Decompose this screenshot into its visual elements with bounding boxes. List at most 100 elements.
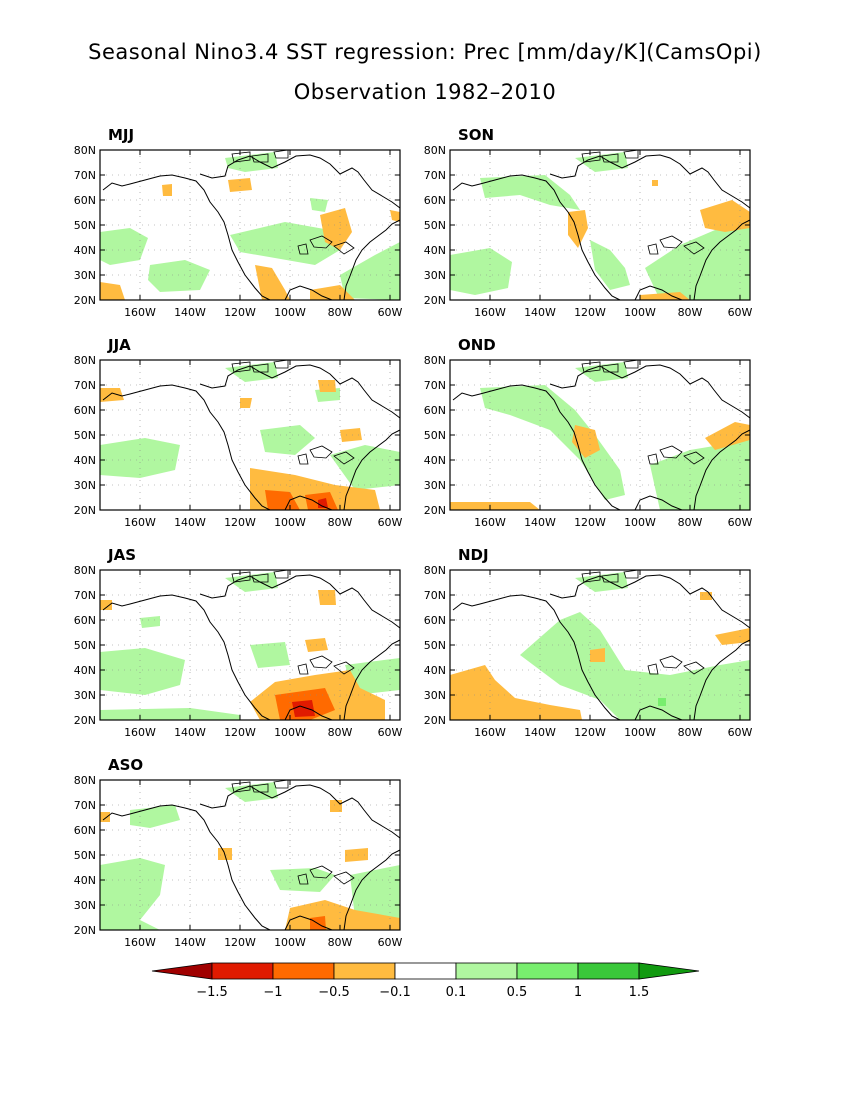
lon-tick-label: 120W	[574, 726, 606, 739]
lat-tick-label: 60N	[424, 614, 446, 627]
lat-tick-label: 60N	[424, 404, 446, 417]
lat-tick-label: 60N	[74, 404, 96, 417]
lon-tick-label: 60W	[728, 516, 753, 529]
lon-tick-label: 120W	[224, 516, 256, 529]
lon-tick-label: 120W	[574, 516, 606, 529]
coastline	[102, 364, 401, 511]
lat-tick-label: 70N	[424, 169, 446, 182]
panel-ndj: NDJ 80N 70N 60N 50N 40N 30N 20N 160W 140W 120W 100…	[410, 546, 770, 748]
lat-tick-label: 70N	[74, 379, 96, 392]
lon-tick-label: 100W	[624, 306, 656, 319]
coastline	[452, 364, 751, 511]
lat-tick-label: 80N	[74, 354, 96, 367]
map-ndj: 80N 70N 60N 50N 40N 30N 20N 160W 140W 120W 100W 80W…	[424, 564, 753, 739]
coastline	[102, 574, 401, 721]
lon-tick-label: 160W	[124, 726, 156, 739]
lat-tick-label: 40N	[74, 664, 96, 677]
lat-tick-label: 80N	[74, 774, 96, 787]
arctic-islands	[231, 149, 289, 163]
panel-ond: OND 80N 70N 60N 50N 40N 30N 20N 160W 140W 120W 100…	[410, 336, 770, 538]
panel-aso: ASO 80N 70N 60N 50N 40N 30N 20N 160W 140W 120W 100…	[60, 756, 420, 958]
lat-tick-label: 70N	[74, 169, 96, 182]
lon-tick-label: 80W	[328, 516, 353, 529]
lon-tick-label: 140W	[174, 516, 206, 529]
lat-tick-label: 30N	[74, 689, 96, 702]
lat-tick-label: 20N	[424, 504, 446, 517]
lakes	[647, 655, 705, 675]
lat-tick-label: 30N	[74, 269, 96, 282]
lat-tick-label: 80N	[424, 354, 446, 367]
colorbar-box	[516, 962, 579, 980]
lon-tick-label: 60W	[378, 726, 403, 739]
lat-tick-label: 50N	[424, 219, 446, 232]
lat-tick-label: 50N	[424, 639, 446, 652]
lon-tick-label: 80W	[328, 936, 353, 949]
map-ond: 80N 70N 60N 50N 40N 30N 20N 160W 140W 120W 100W 80W…	[424, 354, 753, 529]
lon-tick-label: 60W	[378, 936, 403, 949]
arctic-islands	[231, 779, 289, 793]
figure-subtitle: Observation 1982–2010	[293, 80, 557, 104]
lat-tick-label: 20N	[74, 714, 96, 727]
lon-tick-label: 140W	[524, 726, 556, 739]
lat-tick-label: 70N	[424, 379, 446, 392]
lon-tick-label: 140W	[524, 516, 556, 529]
panel-title-mjj: MJJ	[108, 126, 135, 144]
lon-tick-label: 60W	[728, 726, 753, 739]
lat-tick-label: 30N	[424, 689, 446, 702]
lat-tick-label: 40N	[74, 874, 96, 887]
lon-tick-label: 140W	[524, 306, 556, 319]
panel-jas: JAS 80N 70N 60N 50N 40N 30N 20N 160W 140W 120W 100…	[60, 546, 420, 748]
lon-tick-label: 120W	[224, 726, 256, 739]
arctic-islands	[581, 149, 639, 163]
lakes	[297, 865, 355, 885]
lon-tick-label: 140W	[174, 936, 206, 949]
arctic-islands	[231, 569, 289, 583]
lakes	[297, 235, 355, 255]
lat-tick-label: 30N	[74, 479, 96, 492]
colorbar-box	[455, 962, 518, 980]
lat-tick-label: 40N	[424, 664, 446, 677]
panel-title-jas: JAS	[108, 546, 136, 564]
lat-tick-label: 20N	[424, 714, 446, 727]
colorbar-label: 0.5	[507, 985, 528, 1000]
lon-tick-label: 160W	[124, 936, 156, 949]
panel-title-ond: OND	[458, 336, 496, 354]
lon-tick-label: 80W	[328, 726, 353, 739]
panel-title-son: SON	[458, 126, 495, 144]
lat-tick-label: 80N	[424, 564, 446, 577]
lon-tick-label: 100W	[274, 516, 306, 529]
lakes	[647, 235, 705, 255]
map-jas: 80N 70N 60N 50N 40N 30N 20N 160W 140W 120W 100W 80W…	[74, 564, 403, 739]
panel-son: SON 80N 70N 60N 50N 40N 30N 20N 160W 140W 120W 100…	[410, 126, 770, 328]
coastline	[102, 154, 401, 301]
lon-tick-label: 60W	[378, 306, 403, 319]
lon-tick-label: 100W	[274, 936, 306, 949]
map-son: 80N 70N 60N 50N 40N 30N 20N 160W 140W 120W 100W 80W…	[424, 144, 753, 319]
coastline	[452, 154, 751, 301]
lat-tick-label: 70N	[74, 589, 96, 602]
lat-tick-label: 50N	[74, 219, 96, 232]
lon-tick-label: 100W	[274, 726, 306, 739]
lat-tick-label: 60N	[424, 194, 446, 207]
lat-tick-label: 70N	[74, 799, 96, 812]
colorbar-label: 1.5	[629, 985, 650, 1000]
lat-tick-label: 80N	[74, 144, 96, 157]
lat-tick-label: 40N	[74, 454, 96, 467]
lon-tick-label: 80W	[678, 516, 703, 529]
arctic-islands	[231, 359, 289, 373]
colorbar-label: 1	[574, 985, 582, 1000]
colorbar-label: −0.5	[318, 985, 350, 1000]
lat-tick-label: 50N	[74, 429, 96, 442]
panel-title-jja: JJA	[108, 336, 131, 354]
lon-tick-label: 140W	[174, 306, 206, 319]
colorbar-label: −1.5	[196, 985, 228, 1000]
colorbar-arrow-high	[638, 962, 700, 980]
colorbar-label: −1	[263, 985, 282, 1000]
lat-tick-label: 50N	[424, 429, 446, 442]
lon-tick-label: 160W	[124, 306, 156, 319]
panel-jja: JJA 80N 70N 60N 50N 40N 30N 20N 160W 140W 120W 100…	[60, 336, 420, 538]
lat-tick-label: 30N	[74, 899, 96, 912]
panel-title-ndj: NDJ	[458, 546, 489, 564]
lat-tick-label: 80N	[424, 144, 446, 157]
lat-tick-label: 70N	[424, 589, 446, 602]
